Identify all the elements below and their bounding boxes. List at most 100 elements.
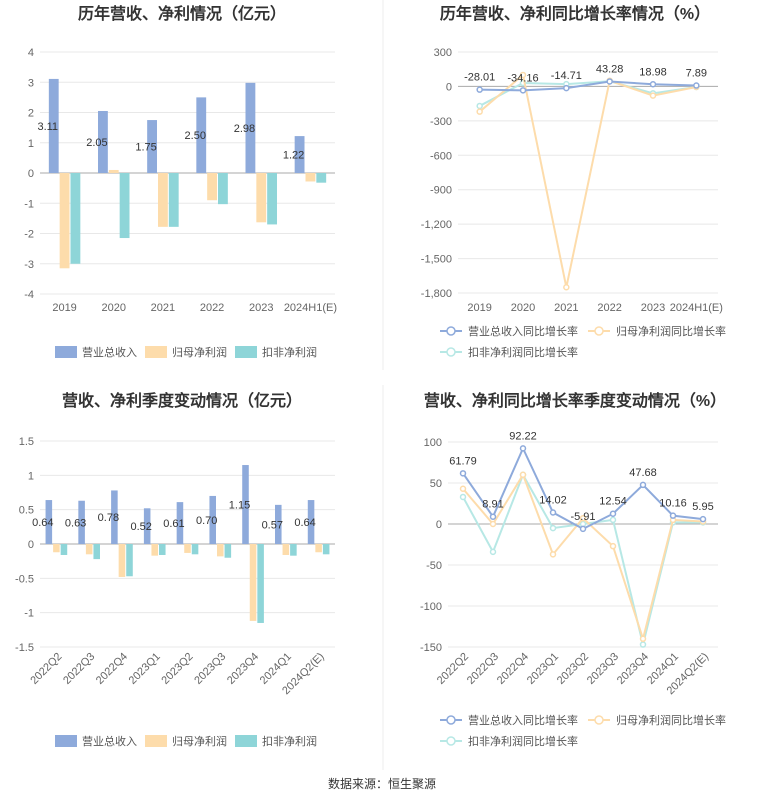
data-point <box>563 284 570 291</box>
data-label: 0.61 <box>163 518 184 530</box>
legend-label: 扣非净利润 <box>262 345 317 359</box>
data-point <box>519 471 527 479</box>
bar <box>257 544 264 623</box>
y-tick-label: 1.5 <box>19 436 34 448</box>
y-tick-label: 0 <box>446 81 452 93</box>
bar <box>60 544 68 555</box>
bar <box>217 544 224 557</box>
bar <box>126 544 133 577</box>
bar <box>78 500 85 544</box>
data-label: 18.98 <box>639 66 667 78</box>
legend-marker <box>446 736 456 746</box>
chart-title: 历年营收、净利情况（亿元） <box>78 4 286 23</box>
y-tick-label: 100 <box>424 437 442 449</box>
data-label: 0.57 <box>262 519 283 531</box>
x-tick-label: 2022Q3 <box>465 651 501 687</box>
x-tick-label: 2020 <box>511 302 535 314</box>
y-tick-label: 0.5 <box>19 505 34 517</box>
x-tick-label: 2023Q1 <box>127 651 163 687</box>
bar <box>267 173 277 225</box>
y-tick-label: -150 <box>420 642 442 654</box>
x-tick-label: 2023Q1 <box>525 651 561 687</box>
legend-label: 扣非净利润同比增长率 <box>468 734 578 748</box>
legend-swatch <box>145 735 167 747</box>
data-label: -28.01 <box>464 72 495 84</box>
legend-marker <box>594 715 604 725</box>
legend-label: 归母净利润 <box>172 734 227 748</box>
data-label: 0.52 <box>130 521 151 533</box>
legend-marker <box>446 326 456 336</box>
data-label: 5.95 <box>692 501 713 513</box>
data-label: 3.11 <box>37 121 58 133</box>
legend-swatch <box>235 735 257 747</box>
bar <box>53 544 60 553</box>
y-tick-label: -100 <box>420 601 442 613</box>
x-tick-label: 2022Q3 <box>61 651 97 687</box>
data-point <box>489 548 497 556</box>
bar <box>315 544 322 553</box>
bar <box>119 173 130 239</box>
series-line <box>479 73 697 288</box>
legend-swatch <box>145 346 167 358</box>
x-tick-label: 2021 <box>151 302 175 314</box>
data-point <box>459 485 467 492</box>
data-label: 0.78 <box>98 512 119 524</box>
data-point <box>489 513 497 520</box>
bar <box>70 173 81 264</box>
bar <box>282 544 290 555</box>
data-point <box>649 92 657 99</box>
x-tick-label: 2022Q2 <box>435 651 471 687</box>
x-tick-label: 2021 <box>554 302 578 314</box>
data-point <box>699 515 707 523</box>
series-line <box>479 80 697 107</box>
data-label: 61.79 <box>449 455 477 467</box>
x-tick-label: 2023Q2 <box>159 651 195 687</box>
x-tick-label: 2022 <box>597 302 621 314</box>
data-label: 0.64 <box>294 517 315 529</box>
bar <box>305 173 316 182</box>
y-tick-label: 0 <box>436 519 442 531</box>
data-label: -34.16 <box>507 72 538 84</box>
legend-label: 营业总收入同比增长率 <box>468 324 578 338</box>
x-tick-label: 2023Q3 <box>192 651 228 687</box>
x-tick-label: 2023Q4 <box>615 651 651 687</box>
data-point <box>649 81 657 88</box>
data-point <box>639 635 647 643</box>
y-tick-label: -1 <box>24 608 34 620</box>
bar <box>168 173 179 227</box>
bar <box>98 110 108 173</box>
legend-marker <box>594 326 604 336</box>
legend-marker <box>446 715 456 725</box>
bar <box>242 465 249 544</box>
bar <box>207 173 217 201</box>
data-label: 10.16 <box>659 498 687 510</box>
x-tick-label: 2023 <box>641 302 665 314</box>
data-point <box>693 82 700 89</box>
bar <box>147 120 157 173</box>
legend-swatch <box>235 346 257 358</box>
data-point <box>606 78 613 85</box>
data-point <box>639 481 647 489</box>
bar <box>307 500 315 544</box>
data-label: 14.02 <box>539 495 567 507</box>
bar <box>143 508 151 544</box>
data-point <box>476 102 483 110</box>
chart-2: 历年营收、净利同比增长率情况（%） 300 0 -300 -600 -900 -1,200 -… <box>421 4 726 359</box>
chart-4: 营收、净利同比增长率季度变动情况（%）100500-50-100-1502022… <box>420 391 726 748</box>
bar <box>294 136 305 173</box>
bar <box>111 490 118 544</box>
data-point <box>609 542 617 550</box>
y-tick-label: -2 <box>24 229 34 241</box>
y-tick-label: 3 <box>28 77 34 89</box>
data-label: 2.50 <box>185 130 206 142</box>
data-label: 1.15 <box>229 500 250 512</box>
bar <box>118 544 126 577</box>
y-tick-label: -1,200 <box>421 219 452 231</box>
data-label: 43.28 <box>596 63 624 75</box>
bar <box>151 544 158 556</box>
data-label: 0.63 <box>65 517 86 529</box>
x-tick-label: 2023Q2 <box>555 651 591 687</box>
y-tick-label: -600 <box>430 150 452 162</box>
data-label: 1.75 <box>135 142 156 154</box>
y-tick-label: 0 <box>28 539 34 551</box>
